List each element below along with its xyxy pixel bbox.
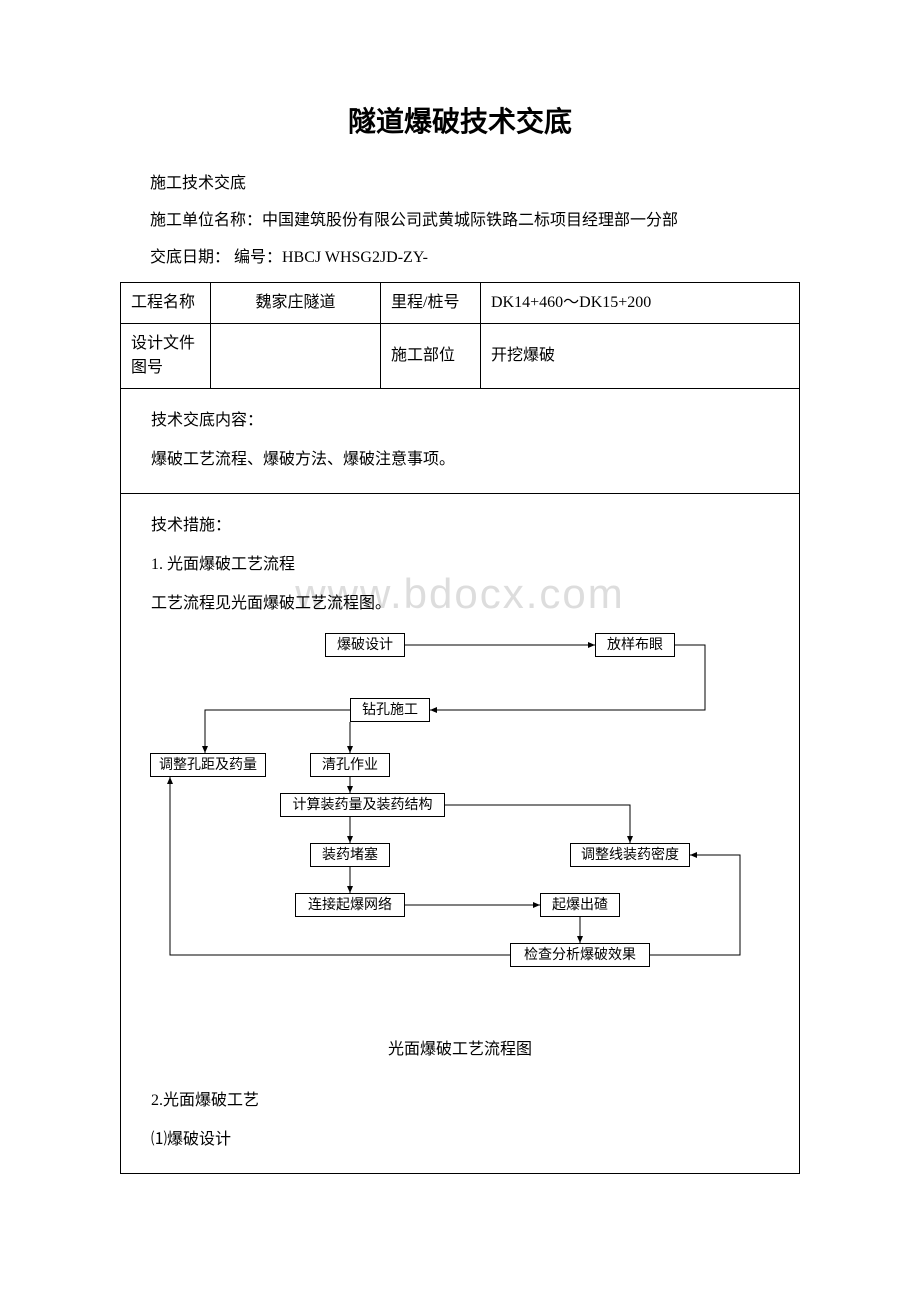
cell-project-name-value: 魏家庄隧道 [211,283,381,324]
cell-mileage-label: 里程/桩号 [381,283,481,324]
info-table: 工程名称 魏家庄隧道 里程/桩号 DK14+460～DK15+200 设计文件图… [120,282,800,1174]
table-row: 设计文件图号 施工部位 开挖爆破 [121,324,800,389]
flowchart-node: 爆破设计 [325,633,405,657]
cell-mileage-value: DK14+460～DK15+200 [481,283,800,324]
flowchart-node: 连接起爆网络 [295,893,405,917]
flowchart-node: 调整孔距及药量 [150,753,266,777]
page-title: 隧道爆破技术交底 [120,100,800,140]
cell-design-doc-value [211,324,381,389]
flowchart-node: 装药堵塞 [310,843,390,867]
flowchart-caption: 光面爆破工艺流程图 [131,1038,789,1062]
table-row: 技术交底内容： 爆破工艺流程、爆破方法、爆破注意事项。 [121,389,800,494]
table-row: 工程名称 魏家庄隧道 里程/桩号 DK14+460～DK15+200 [121,283,800,324]
content-summary-text: 爆破工艺流程、爆破方法、爆破注意事项。 [151,446,789,475]
content-heading: 技术交底内容： [151,407,789,436]
section-1-intro: 工艺流程见光面爆破工艺流程图。 [151,590,789,619]
table-row: 技术措施： 1. 光面爆破工艺流程 工艺流程见光面爆破工艺流程图。 爆破设计 放样… [121,493,800,1173]
flowchart-node: 放样布眼 [595,633,675,657]
page-content: 隧道爆破技术交底 施工技术交底 施工单位名称：中国建筑股份有限公司武黄城际铁路二… [120,100,800,1174]
cell-design-doc-label: 设计文件图号 [121,324,211,389]
cell-project-name-label: 工程名称 [121,283,211,324]
cell-content-summary: 技术交底内容： 爆破工艺流程、爆破方法、爆破注意事项。 [121,389,800,494]
cell-construct-part-label: 施工部位 [381,324,481,389]
meta-company: 施工单位名称：中国建筑股份有限公司武黄城际铁路二标项目经理部一分部 [120,207,800,236]
section-2-heading: 2.光面爆破工艺 [151,1087,789,1116]
meta-subtitle: 施工技术交底 [120,170,800,199]
flowchart-container: 爆破设计 放样布眼钻孔施工调整孔距及药量 清孔作业计算装药量及装药结构装药堵塞 调整线… [150,628,770,1018]
section-1-heading: 1. 光面爆破工艺流程 [151,551,789,580]
meta-date-number: 交底日期： 编号：HBCJ WHSG2JD-ZY- [120,244,800,273]
flowchart-node: 调整线装药密度 [570,843,690,867]
flowchart-node: 计算装药量及装药结构 [280,793,445,817]
measures-heading: 技术措施： [151,512,789,541]
flowchart-arrows [150,628,770,1018]
flowchart-node: 起爆出碴 [540,893,620,917]
flowchart-node: 清孔作业 [310,753,390,777]
flowchart-node: 检查分析爆破效果 [510,943,650,967]
section-2-sub1: ⑴爆破设计 [151,1126,789,1155]
cell-technical-measures: 技术措施： 1. 光面爆破工艺流程 工艺流程见光面爆破工艺流程图。 爆破设计 放样… [121,493,800,1173]
flowchart-node: 钻孔施工 [350,698,430,722]
cell-construct-part-value: 开挖爆破 [481,324,800,389]
